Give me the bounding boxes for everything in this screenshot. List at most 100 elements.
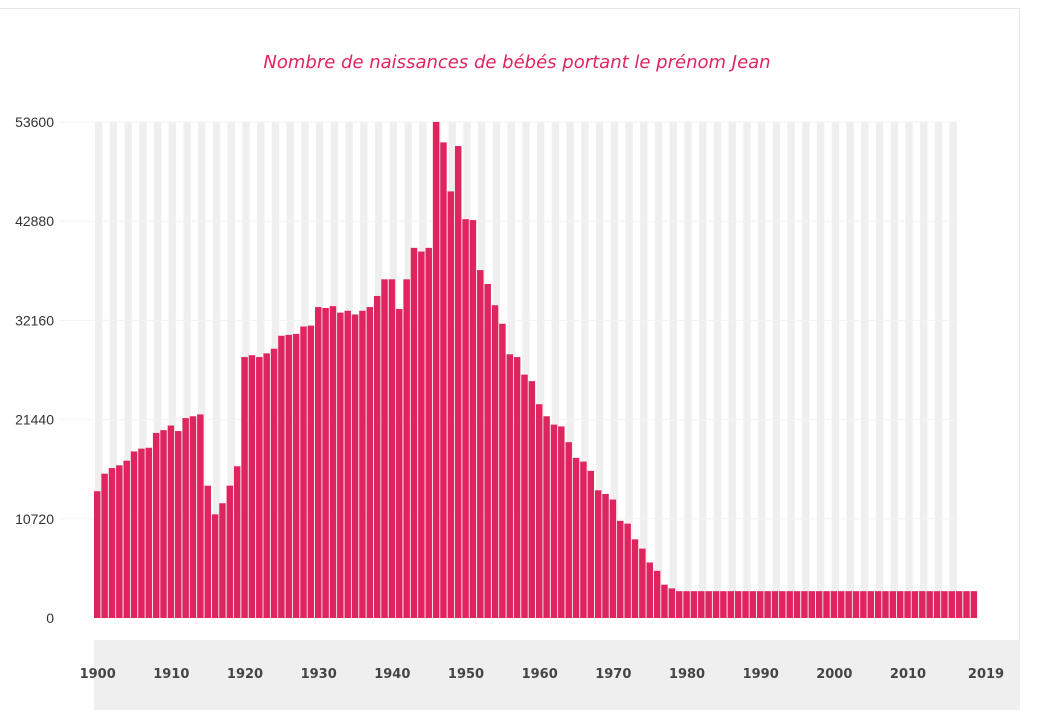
bar-2001	[838, 591, 845, 618]
background-column	[772, 122, 781, 618]
background-column	[699, 122, 707, 618]
bar-2004	[860, 591, 867, 618]
bar-2000	[830, 591, 838, 618]
bar-1996	[801, 591, 808, 618]
bar-1958	[521, 374, 528, 618]
background-column	[713, 122, 722, 618]
y-tick-label: 21440	[15, 412, 54, 428]
x-tick-label: 2019	[968, 667, 1004, 682]
bar-1960	[536, 404, 543, 618]
bar-1981	[690, 591, 698, 618]
bar-1909	[160, 430, 167, 618]
y-tick-label: 0	[46, 610, 54, 626]
background-column	[183, 122, 191, 618]
bar-1935	[351, 314, 359, 618]
bar-2016	[948, 591, 955, 618]
background-column	[787, 122, 795, 618]
bar-1977	[661, 584, 668, 618]
x-tick-label: 1910	[153, 667, 189, 682]
bar-1916	[211, 514, 219, 618]
bar-1922	[256, 357, 263, 618]
bar-1953	[484, 283, 491, 618]
background-column	[610, 122, 619, 618]
bar-1974	[639, 548, 646, 618]
background-column	[669, 122, 677, 618]
bar-2010	[904, 591, 911, 618]
bar-1954	[491, 305, 499, 618]
bar-1906	[138, 448, 145, 618]
background-column	[743, 122, 751, 618]
bar-1907	[145, 447, 153, 618]
y-tick-label: 53600	[15, 114, 54, 130]
bar-1964	[565, 442, 572, 618]
chart-title: Nombre de naissances de bébés portant le…	[263, 52, 771, 73]
background-column	[684, 122, 692, 618]
bar-2003	[852, 591, 860, 618]
x-tick-label: 1900	[80, 667, 116, 682]
background-column	[758, 122, 766, 618]
bar-1930	[315, 307, 322, 618]
x-tick-label: 1920	[227, 667, 263, 682]
bar-1945	[425, 247, 432, 618]
bar-1920	[241, 357, 248, 618]
bar-1946	[432, 122, 440, 618]
bar-2018	[963, 591, 970, 618]
bar-1908	[152, 432, 160, 618]
background-column	[728, 122, 736, 618]
y-axis: 0 10720 21440 32160 42880 53600	[15, 114, 54, 626]
background-column	[861, 122, 869, 618]
bar-1932	[329, 306, 337, 618]
bar-1936	[359, 310, 366, 618]
x-tick-label: 1990	[743, 667, 779, 682]
bar-1976	[653, 570, 661, 618]
bar-1947	[440, 142, 447, 619]
bar-1914	[197, 414, 204, 618]
bar-1990	[757, 591, 764, 618]
background-column	[640, 122, 648, 618]
bar-1926	[285, 334, 292, 618]
x-tick-label: 2010	[890, 667, 926, 682]
bar-1975	[646, 562, 653, 618]
bar-1951	[469, 220, 477, 618]
background-column	[551, 122, 560, 618]
bar-1968	[594, 490, 602, 618]
background-column	[625, 122, 633, 618]
bar-1988	[742, 591, 749, 618]
bar-1921	[248, 355, 256, 618]
bar-1994	[786, 591, 793, 618]
background-column	[109, 122, 118, 618]
background-column	[595, 122, 604, 618]
background-column	[920, 122, 928, 618]
background-column	[124, 122, 132, 618]
bar-1956	[506, 354, 513, 618]
bar-1980	[683, 591, 690, 618]
bar-1966	[580, 461, 587, 618]
bar-1943	[410, 247, 418, 618]
x-tick-label: 1950	[448, 667, 484, 682]
bar-2014	[933, 591, 941, 618]
bar-1944	[418, 251, 425, 619]
bar-1905	[130, 451, 138, 618]
bar-1962	[550, 424, 558, 618]
background-column	[522, 122, 530, 618]
bar-1971	[617, 520, 624, 618]
background-column	[139, 122, 147, 618]
bar-1948	[447, 191, 455, 618]
bar-1982	[698, 591, 705, 618]
bar-1925	[278, 335, 285, 618]
bar-1987	[734, 591, 742, 618]
background-column	[831, 122, 840, 618]
bar-1929	[307, 325, 315, 618]
bars	[94, 122, 978, 619]
bar-1933	[337, 312, 344, 618]
bar-2002	[845, 591, 852, 618]
bar-1924	[270, 348, 278, 618]
bar-1999	[823, 591, 830, 618]
background-column	[875, 122, 884, 618]
bar-1934	[344, 310, 351, 618]
bar-2013	[926, 591, 933, 618]
x-tick-label: 2000	[816, 667, 852, 682]
bar-1995	[793, 591, 801, 618]
background-column	[905, 122, 913, 618]
bar-1923	[263, 353, 270, 618]
